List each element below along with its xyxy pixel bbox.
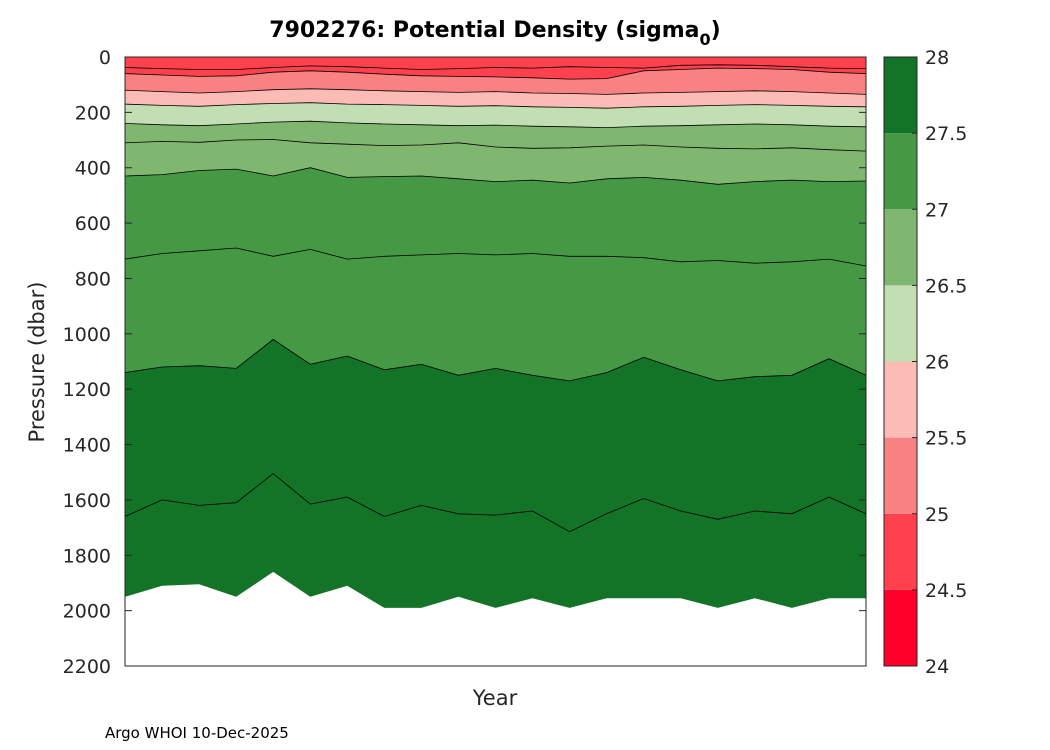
y-axis-label: Pressure (dbar) — [25, 282, 49, 443]
colorbar-tick-label: 26 — [925, 352, 949, 374]
isopycnal-line-layer — [124, 64, 867, 533]
colorbar-band-26 — [884, 285, 917, 362]
colorbar-ticks: 28 27.5 27 26.5 26 25.5 25 24.5 24 — [912, 47, 967, 678]
y-tick-label: 800 — [75, 268, 111, 290]
y-tick-label: 2000 — [63, 601, 111, 623]
y-axis-ticks: 0 200 400 600 800 1000 1200 1400 1600 1800 2000 220… — [63, 47, 866, 678]
y-tick-label: 0 — [99, 47, 111, 69]
colorbar-tick-label: 24.5 — [925, 580, 967, 602]
chart-title-subscript: 0 — [700, 30, 711, 49]
y-tick-label: 1000 — [63, 324, 111, 346]
colorbar-band-24 — [884, 589, 917, 666]
isopycnal-line-1 — [124, 67, 867, 80]
density-fill-layer — [125, 57, 866, 667]
isopycnal-line-4 — [124, 120, 867, 129]
y-tick-label: 400 — [75, 158, 111, 180]
chart-title-main: 7902276: Potential Density (sigma — [269, 18, 699, 43]
y-tick-label: 1600 — [63, 490, 111, 512]
isopycnal-line-7 — [124, 139, 867, 152]
no-data-region — [125, 571, 866, 666]
y-tick-label: 200 — [75, 102, 111, 124]
colorbar-tick-label: 26.5 — [925, 275, 967, 297]
colorbar-tick-label: 24 — [925, 656, 949, 678]
chart-title-close: ) — [711, 18, 721, 43]
colorbar-band-24-5 — [884, 513, 917, 590]
colorbar-band-25-5 — [884, 361, 917, 438]
colorbar-tick-label: 28 — [925, 47, 949, 69]
isopycnal-line-9 — [124, 473, 867, 533]
y-tick-label: 600 — [75, 213, 111, 235]
isopycnal-line-2 — [124, 88, 867, 95]
y-tick-label: 1400 — [63, 435, 111, 457]
isopycnal-line-8 — [124, 247, 867, 267]
colorbar-band-26-5 — [884, 209, 917, 286]
colorbar-tick-label: 25 — [925, 504, 949, 526]
isopycnal-line-5 — [124, 167, 867, 185]
footer-credit: Argo WHOI 10-Dec-2025 — [105, 724, 289, 742]
colorbar — [884, 57, 917, 666]
band-above-27-5 — [125, 339, 866, 666]
isopycnal-line-6 — [124, 338, 867, 382]
isopycnal-line-0 — [124, 64, 867, 70]
y-tick-label: 1800 — [63, 545, 111, 567]
colorbar-tick-label: 27 — [925, 199, 949, 221]
colorbar-tick-label: 27.5 — [925, 123, 967, 145]
colorbar-band-27-5 — [884, 57, 917, 134]
x-axis-label: Year — [472, 686, 518, 710]
colorbar-tick-label: 25.5 — [925, 428, 967, 450]
no-data-mask — [125, 571, 866, 666]
chart-title: 7902276: Potential Density (sigma0) — [269, 18, 720, 49]
isopycnal-line-3 — [124, 102, 867, 109]
y-tick-label: 2200 — [63, 656, 111, 678]
colorbar-band-25 — [884, 437, 917, 514]
plot-frame — [124, 56, 867, 667]
y-tick-label: 1200 — [63, 379, 111, 401]
colorbar-band-27 — [884, 133, 917, 210]
